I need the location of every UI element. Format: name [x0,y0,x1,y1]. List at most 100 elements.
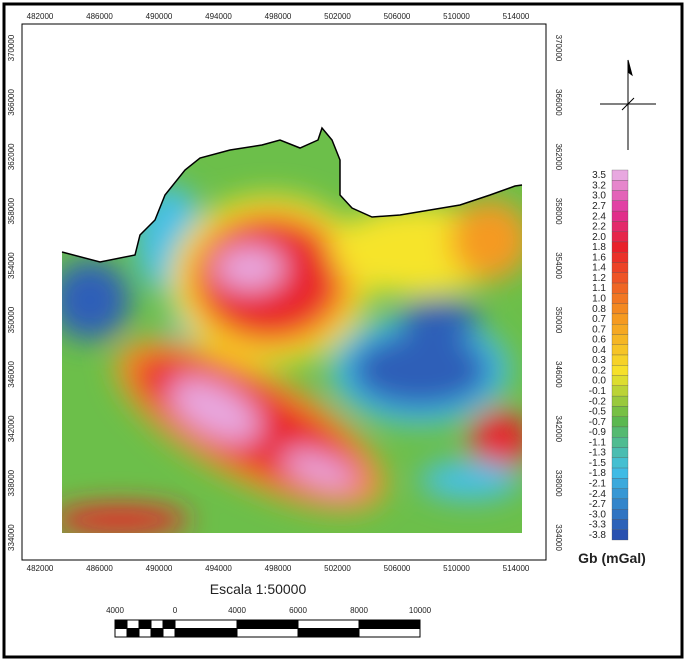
legend-swatch [611,395,629,407]
legend-title: Gb (mGal) [578,550,646,566]
legend-label: -0.9 [589,427,607,438]
legend-swatch [611,354,629,366]
legend-label: -0.1 [589,386,607,397]
y-label-left: 366000 [7,89,16,116]
legend-label: -3.8 [589,530,607,541]
legend-swatch [611,303,629,315]
y-label-right: 370000 [554,35,563,62]
x-label-top: 498000 [265,12,292,21]
legend-label: 1.6 [592,252,606,263]
coastline [61,126,523,263]
scale-label: 0 [173,606,178,615]
legend-swatch [611,252,629,263]
legend-swatch [611,344,629,356]
scale-title: Escala 1:50000 [210,581,307,597]
legend-swatch [611,241,629,253]
legend-label: 0.7 [592,314,606,325]
x-label-bottom: 494000 [205,564,232,573]
x-label-top: 490000 [146,12,173,21]
legend-swatch [611,293,629,304]
legend-label: 3.2 [592,180,606,191]
legend-swatch [611,200,629,212]
x-label-top: 514000 [503,12,530,21]
legend-swatch [611,221,629,232]
legend-swatch [611,262,629,273]
legend-label: -2.7 [589,499,607,510]
x-label-top: 502000 [324,12,351,21]
y-label-right: 350000 [554,307,563,334]
legend-label: -2.1 [589,478,607,489]
x-label-bottom: 498000 [265,564,292,573]
y-label-right: 338000 [554,470,563,497]
x-label-bottom: 482000 [27,564,54,573]
x-label-bottom: 502000 [324,564,351,573]
y-label-right: 366000 [554,89,563,116]
legend-swatch [611,324,629,335]
legend-label: -3.0 [589,509,607,520]
legend-swatch [611,210,629,222]
x-label-top: 482000 [27,12,54,21]
legend-swatch [611,190,629,201]
legend-label: 1.4 [592,263,606,274]
legend-swatch [611,478,629,489]
legend-label: 1.2 [592,273,606,284]
scale-label: 4000 [228,606,246,615]
y-label-left: 342000 [7,415,16,442]
legend-label: 3.5 [592,170,606,181]
legend-label: 1.1 [592,283,606,294]
y-label-left: 370000 [7,34,16,61]
y-label-left: 354000 [7,252,16,279]
legend-label: 3.0 [592,191,606,202]
map-frame [21,23,547,561]
x-label-top: 494000 [205,12,232,21]
anomaly-surface [62,128,522,533]
legend-label: 0.4 [592,345,606,356]
scale-label: 8000 [350,606,368,615]
legend-swatch [611,282,629,294]
legend-swatch [611,365,629,376]
y-label-left: 346000 [7,361,16,388]
legend-swatch [611,437,629,448]
legend-swatch [611,509,629,520]
legend-swatch [611,447,629,458]
x-label-bottom: 506000 [384,564,411,573]
legend-label: 0.8 [592,304,606,315]
north-arrow [600,59,656,150]
legend-swatch [611,272,629,284]
legend-swatch [611,385,629,397]
legend-label: -0.5 [589,407,607,418]
legend-label: 2.7 [592,201,606,212]
legend-label: 0.0 [592,376,606,387]
legend-swatch [611,180,629,191]
y-label-right: 342000 [554,415,563,442]
legend-label: -1.3 [589,448,607,459]
x-label-bottom: 486000 [86,564,113,573]
legend-swatch [611,334,629,345]
x-label-top: 510000 [443,12,470,21]
y-label-left: 338000 [7,469,16,496]
legend-label: 2.4 [592,211,606,222]
legend-label: -1.5 [589,458,607,469]
y-label-left: 334000 [7,524,16,551]
legend-label: -0.7 [589,417,607,428]
legend-label: -3.3 [589,520,607,531]
y-label-left: 350000 [7,306,16,333]
legend-label: -1.8 [589,468,607,479]
legend-label: 2.2 [592,222,606,233]
y-label-left: 362000 [7,143,16,170]
legend-swatch [611,416,629,428]
legend-label: 1.0 [592,293,606,304]
x-label-bottom: 514000 [503,564,530,573]
legend-label: 0.7 [592,324,606,335]
scale-label: 6000 [289,606,307,615]
y-label-right: 362000 [554,143,563,170]
legend-swatch [611,313,629,325]
legend-swatch [611,519,629,530]
y-label-right: 358000 [554,198,563,225]
y-label-right: 346000 [554,361,563,388]
y-label-right: 354000 [554,252,563,279]
legend-swatch [611,406,629,417]
legend-swatch [611,529,629,541]
legend-swatch [611,426,629,438]
